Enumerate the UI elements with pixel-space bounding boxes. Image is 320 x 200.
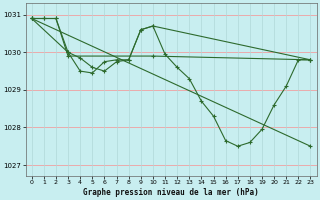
X-axis label: Graphe pression niveau de la mer (hPa): Graphe pression niveau de la mer (hPa) xyxy=(83,188,259,197)
